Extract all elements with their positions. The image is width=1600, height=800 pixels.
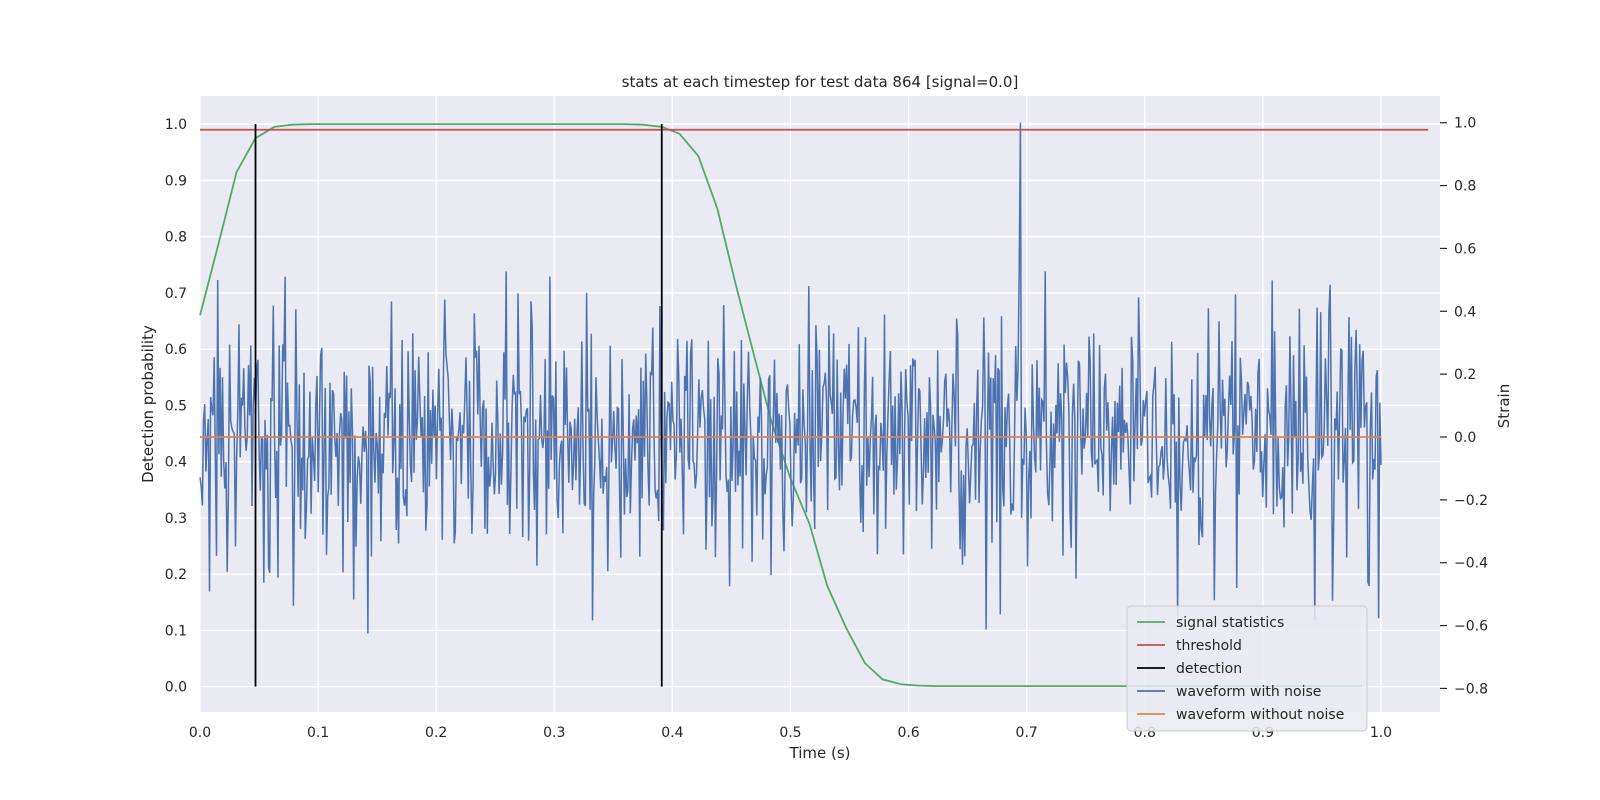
chart-title: stats at each timestep for test data 864… (622, 73, 1019, 91)
legend-box (1126, 605, 1368, 732)
right-y-tick-label: 0.0 (1454, 430, 1476, 446)
left-y-tick-label: 0.1 (165, 623, 187, 639)
right-y-tick-label: 0.8 (1454, 179, 1476, 195)
right-y-tick-label: −0.6 (1454, 619, 1488, 635)
right-y-axis-ticks: −0.8 −0.6 −0.4 −0.2 0.0 0.2 0.4 0.6 0.8 1.0 (1440, 116, 1488, 697)
x-tick-label: 1.0 (1370, 725, 1392, 741)
right-y-tick-label: −0.2 (1454, 493, 1488, 509)
x-tick-label: 0.6 (897, 725, 919, 741)
x-axis-title: Time (s) (789, 744, 851, 762)
legend-label: waveform with noise (1176, 684, 1321, 700)
legend-label: signal statistics (1176, 615, 1284, 631)
right-y-tick-label: −0.8 (1454, 681, 1488, 697)
left-y-tick-label: 0.7 (165, 286, 187, 302)
left-y-tick-label: 1.0 (165, 117, 187, 133)
right-y-tick-label: 1.0 (1454, 116, 1476, 132)
x-tick-label: 0.1 (307, 725, 329, 741)
legend: signal statistics threshold detection wavef… (1126, 605, 1368, 732)
x-tick-label: 0.5 (779, 725, 801, 741)
left-y-tick-label: 0.6 (165, 342, 187, 358)
x-tick-label: 0.0 (189, 725, 211, 741)
right-y-tick-label: −0.4 (1454, 556, 1488, 572)
legend-label: detection (1176, 661, 1242, 677)
right-y-tick-label: 0.4 (1454, 304, 1476, 320)
left-y-tick-label: 0.3 (165, 511, 187, 527)
left-y-tick-label: 0.0 (165, 680, 187, 696)
left-y-tick-label: 0.9 (165, 173, 187, 189)
left-y-axis-title: Detection probability (139, 325, 157, 483)
x-tick-label: 0.7 (1016, 725, 1038, 741)
left-y-tick-label: 0.8 (165, 230, 187, 246)
right-y-axis-title: Strain (1495, 384, 1513, 428)
right-y-tick-label: 0.6 (1454, 241, 1476, 257)
left-y-axis-ticks: 0.0 0.1 0.2 0.3 0.4 0.5 0.6 0.7 0.8 0.9 1.0 (165, 117, 187, 696)
x-tick-label: 0.3 (543, 725, 565, 741)
x-tick-label: 0.2 (425, 725, 447, 741)
series-waveform-with-noise (199, 122, 1382, 634)
legend-label: waveform without noise (1176, 707, 1344, 723)
x-tick-label: 0.4 (661, 725, 683, 741)
left-y-tick-label: 0.5 (165, 398, 187, 414)
legend-label: threshold (1176, 638, 1242, 654)
right-y-tick-label: 0.2 (1454, 367, 1476, 383)
left-y-tick-label: 0.4 (165, 455, 187, 471)
left-y-tick-label: 0.2 (165, 567, 187, 583)
